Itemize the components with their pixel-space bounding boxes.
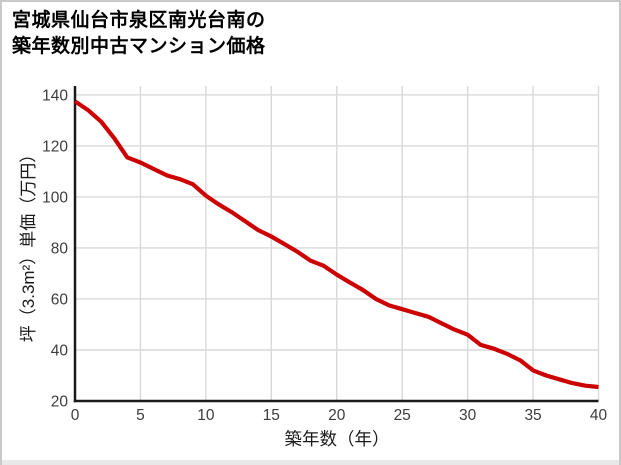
- chart-title: 宮城県仙台市泉区南光台南の 築年数別中古マンション価格: [12, 8, 266, 60]
- grid-lines: [75, 86, 600, 401]
- y-tick-label: 140: [42, 87, 68, 104]
- price-line-series: [73, 99, 599, 390]
- y-tick-label: 40: [51, 342, 69, 359]
- chart-title-line-1: 宮城県仙台市泉区南光台南の: [12, 10, 266, 31]
- page-bottom-strip: [2, 460, 619, 465]
- x-tick-label: 10: [197, 407, 215, 424]
- x-tick-label: 35: [524, 407, 541, 424]
- x-tick-label: 0: [71, 407, 80, 424]
- y-axis-title: 坪（3.3m²）単価（万円）: [19, 146, 38, 342]
- x-axis-title: 築年数（年）: [285, 429, 390, 449]
- tick-labels: 0 5 10 15 20 25 30 35 40 20 40 60 80 100 120 140: [42, 87, 607, 424]
- y-tick-label: 100: [42, 189, 68, 206]
- x-tick-label: 25: [394, 407, 411, 424]
- x-tick-label: 20: [328, 407, 346, 424]
- x-tick-label: 5: [136, 407, 145, 424]
- chart-title-line-2: 築年数別中古マンション価格: [12, 36, 266, 58]
- x-tick-label: 15: [263, 407, 280, 424]
- y-tick-label: 80: [51, 240, 69, 257]
- axes: [73, 86, 599, 403]
- y-tick-label: 120: [42, 138, 68, 155]
- y-tick-label: 60: [51, 291, 69, 308]
- price-line: [73, 99, 599, 390]
- y-tick-label: 20: [51, 394, 69, 411]
- x-tick-label: 30: [459, 407, 477, 424]
- x-tick-label: 40: [590, 407, 608, 424]
